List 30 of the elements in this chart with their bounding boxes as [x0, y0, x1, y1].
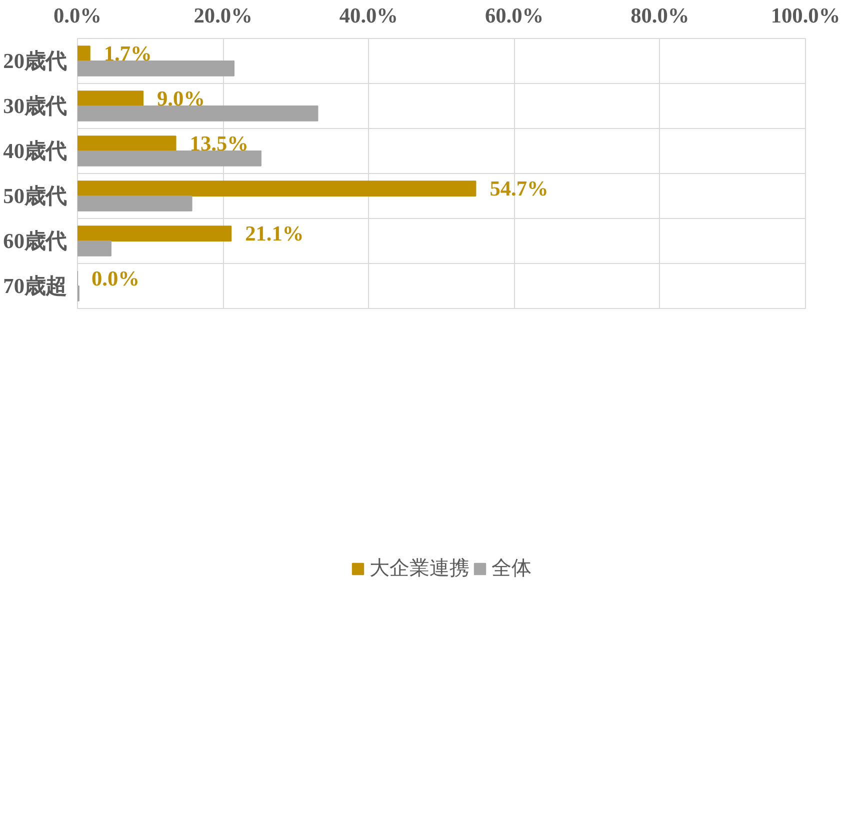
x-tick-label: 80.0% [630, 4, 690, 28]
bar [78, 90, 144, 106]
y-tick-label: 70歳超 [3, 274, 66, 298]
data-label: 13.5% [190, 132, 248, 156]
legend-label: 大企業連携 [370, 556, 470, 582]
y-tick-label: 30歳代 [3, 94, 66, 118]
data-label: 0.0% [92, 266, 140, 291]
bar [78, 226, 232, 242]
y-tick-label: 50歳代 [3, 184, 66, 208]
x-tick-label: 100.0% [770, 4, 840, 28]
bar [78, 196, 192, 212]
x-tick-label: 40.0% [339, 4, 398, 28]
y-tick-label: 20歳代 [3, 49, 66, 73]
x-tick-label: 20.0% [194, 4, 252, 28]
x-tick-label: 0.0% [54, 4, 102, 28]
bar [78, 46, 90, 62]
bar [78, 106, 318, 122]
bar [78, 136, 176, 152]
y-tick-label: 60歳代 [3, 229, 66, 253]
data-label: 54.7% [490, 176, 548, 201]
bar [78, 180, 476, 196]
bar [78, 240, 112, 256]
legend-label: 全体 [492, 556, 532, 582]
data-label: 9.0% [157, 86, 206, 111]
bar [78, 60, 235, 76]
x-tick-label: 60.0% [484, 4, 544, 28]
data-label: 1.7% [104, 42, 152, 66]
bar [78, 150, 262, 166]
data-label: 21.1% [245, 222, 304, 246]
y-tick-label: 40歳代 [3, 139, 66, 163]
